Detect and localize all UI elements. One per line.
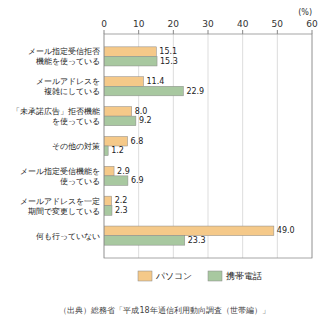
chart: 0 10 20 30 40 50 60 (%) 15.115.3 11.4 22.9 8.09.2 6.… <box>0 0 329 321</box>
tick-label: 20 <box>168 19 180 29</box>
legend-label: パソコン <box>155 271 192 281</box>
bar <box>104 56 157 66</box>
data-label: 8.0 <box>135 107 148 116</box>
bar <box>104 206 112 216</box>
data-label: 15.1 <box>159 47 177 56</box>
category-label-line: その他の対策 <box>52 142 100 151</box>
tick-mark <box>173 30 174 34</box>
legend-label: 携帯電話 <box>226 271 262 281</box>
grid-line <box>208 34 209 258</box>
tick-mark <box>312 30 313 34</box>
category-label-line: を使っている <box>52 117 100 126</box>
bar <box>104 236 185 246</box>
data-label: 6.9 <box>131 176 144 185</box>
tick-mark <box>104 30 105 34</box>
bar <box>104 166 114 176</box>
category-label-line: メール指定受信拒否 <box>28 47 100 56</box>
category-label-line: 複雑にしている <box>44 87 100 96</box>
plot-frame <box>104 34 312 258</box>
tick-mark <box>277 30 278 34</box>
legend-swatch <box>138 271 152 281</box>
grid-line <box>173 34 174 258</box>
bar <box>104 196 112 206</box>
bar <box>104 116 136 126</box>
tick-mark <box>242 30 243 34</box>
category-label: メールアドレスを一定期間で変更している <box>20 196 100 215</box>
unit-label: (%) <box>298 8 312 17</box>
bar <box>104 136 128 146</box>
data-label: 2.3 <box>115 206 128 215</box>
tick-label: 60 <box>306 19 318 29</box>
data-label: 15.3 <box>160 57 178 66</box>
data-labels: 15.115.3 11.4 22.9 8.09.2 6.8 1.2 2.96.9 2.22.3… <box>111 47 295 245</box>
bar <box>104 47 156 57</box>
bar <box>104 86 183 96</box>
category-label-line: メールアドレスを一定 <box>20 196 100 205</box>
tick-label: 10 <box>133 19 145 29</box>
grid-line <box>277 34 278 258</box>
bar <box>104 77 144 87</box>
bar <box>104 176 128 186</box>
legend: パソコン 携帯電話 <box>138 271 262 281</box>
category-label-line: メールアドレスを <box>36 77 100 86</box>
category-label-line: 期間で変更している <box>28 206 100 215</box>
tick-mark <box>208 30 209 34</box>
data-label: 6.8 <box>131 137 144 146</box>
category-label: メール指定受信機能を使っている <box>20 166 100 185</box>
category-label-line: 何も行っていない <box>36 231 100 240</box>
category-label: 「未承諾広告」拒否機能を使っている <box>12 107 100 126</box>
data-label: 2.9 <box>117 167 130 176</box>
tick-label: 30 <box>202 19 214 29</box>
grid-line <box>242 34 243 258</box>
data-label: 2.2 <box>115 196 128 205</box>
legend-swatch <box>208 271 222 281</box>
category-label-line: 使っている <box>60 176 100 185</box>
grid <box>104 34 312 258</box>
data-label: 49.0 <box>277 226 295 235</box>
data-label: 9.2 <box>139 116 152 125</box>
data-label: 1.2 <box>111 146 124 155</box>
category-label-line: メール指定受信機能を <box>20 166 100 175</box>
data-label: 22.9 <box>186 87 204 96</box>
category-label-line: 「未承諾広告」拒否機能 <box>12 107 100 116</box>
category-label: メールアドレスを複雑にしている <box>36 77 100 96</box>
data-label: 11.4 <box>147 77 165 86</box>
data-label: 23.3 <box>188 236 206 245</box>
tick-label: 40 <box>237 19 249 29</box>
grid-line <box>138 34 139 258</box>
category-label: その他の対策 <box>52 142 100 151</box>
bar <box>104 146 108 156</box>
bar <box>104 107 132 117</box>
tick-label: 50 <box>272 19 284 29</box>
category-label: 何も行っていない <box>36 231 100 240</box>
tick-mark <box>138 30 139 34</box>
bars <box>104 47 274 245</box>
source: （出典）総務省「平成18年通信利用動向調査（世帯編）」 <box>59 306 269 315</box>
bar <box>104 226 274 236</box>
tick-label: 0 <box>101 19 107 29</box>
category-label-line: 機能を使っている <box>36 57 100 66</box>
category-label: メール指定受信拒否機能を使っている <box>28 47 100 66</box>
